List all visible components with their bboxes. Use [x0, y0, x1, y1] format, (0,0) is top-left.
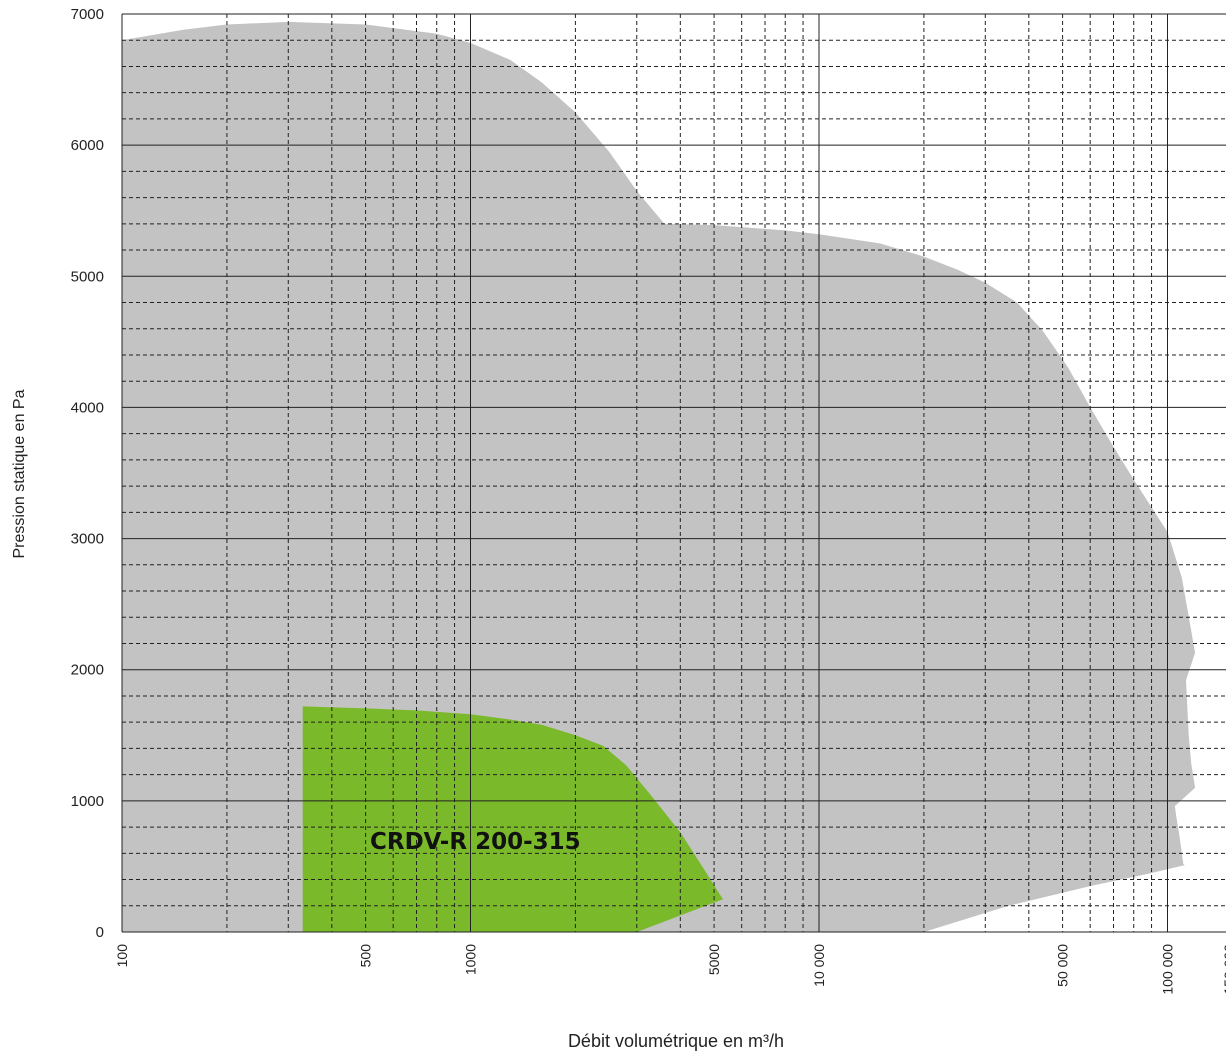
- y-tick-label: 2000: [71, 662, 104, 679]
- x-tick-labels: 100 500 1000 5000 10 000 50 000 100 000 150 000: [114, 944, 1226, 995]
- y-tick-label: 5000: [71, 268, 104, 285]
- x-axis-label: Débit volumétrique en m³/h: [568, 1031, 784, 1051]
- x-tick-label: 100 000: [1160, 944, 1176, 995]
- y-tick-labels: 0 1000 2000 3000 4000 5000 6000 7000: [71, 6, 104, 941]
- series-label: CRDV-R 200-315: [370, 829, 581, 855]
- x-tick-label: 150 000: [1221, 944, 1226, 995]
- x-tick-label: 100: [114, 944, 130, 968]
- y-tick-label: 6000: [71, 137, 104, 154]
- chart-areas: [122, 22, 1195, 932]
- x-tick-label: 500: [358, 944, 374, 968]
- y-tick-label: 4000: [71, 399, 104, 416]
- y-tick-label: 7000: [71, 6, 104, 23]
- y-tick-label: 3000: [71, 531, 104, 548]
- x-tick-label: 10 000: [811, 944, 827, 987]
- y-axis-label: Pression statique en Pa: [11, 389, 28, 558]
- x-tick-label: 1000: [463, 944, 479, 975]
- x-tick-label: 50 000: [1055, 944, 1071, 987]
- range-area: [122, 22, 1195, 932]
- y-tick-label: 1000: [71, 793, 104, 810]
- x-tick-label: 5000: [706, 944, 722, 975]
- y-tick-label: 0: [96, 924, 104, 941]
